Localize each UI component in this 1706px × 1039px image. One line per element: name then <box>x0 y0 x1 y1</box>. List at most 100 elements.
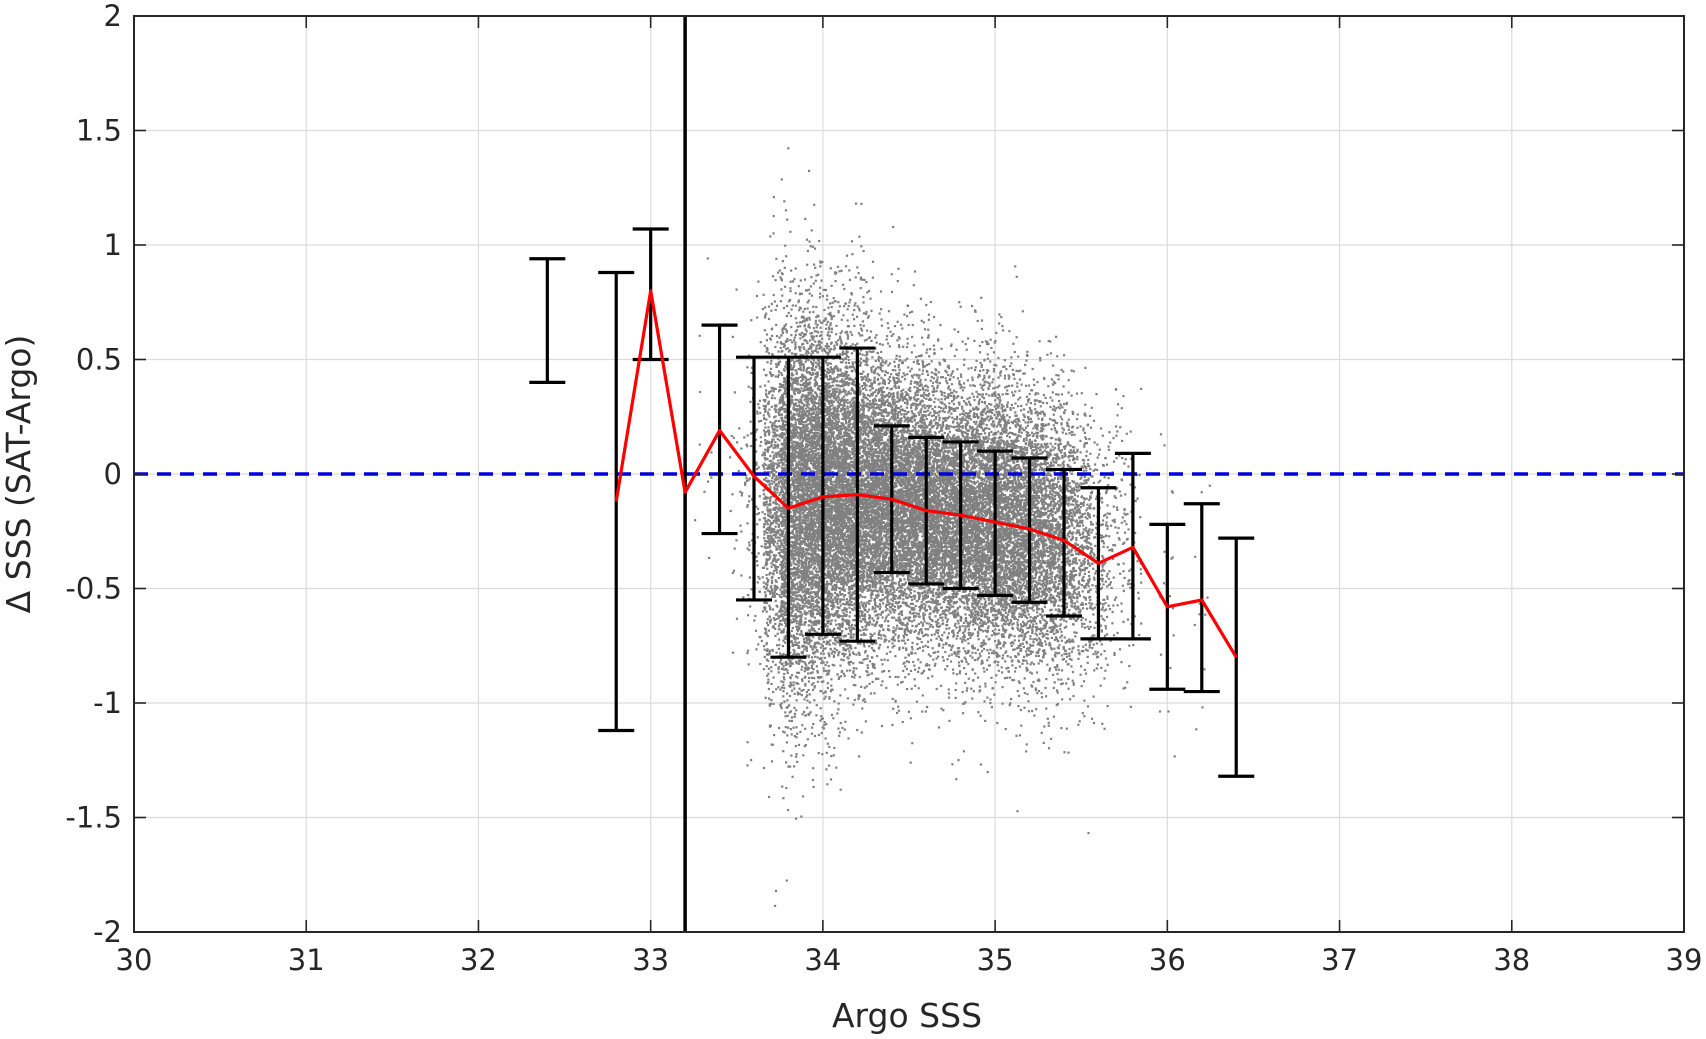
scatter-point <box>796 523 799 526</box>
scatter-point <box>780 596 783 599</box>
scatter-point <box>763 648 766 651</box>
scatter-point <box>795 540 798 543</box>
scatter-point <box>776 459 780 462</box>
scatter-point <box>766 440 769 443</box>
scatter-point <box>784 491 787 494</box>
scatter-point <box>796 491 800 495</box>
scatter-point <box>792 436 795 439</box>
scatter-point <box>776 566 779 569</box>
scatter-point <box>778 370 781 373</box>
scatter-point <box>766 480 769 483</box>
scatter-point <box>771 374 775 377</box>
scatter-point <box>805 349 808 352</box>
scatter-point <box>794 398 797 401</box>
scatter-point <box>794 413 797 416</box>
scatter-point <box>801 478 805 481</box>
scatter-point <box>770 585 773 588</box>
scatter-point <box>792 423 795 426</box>
scatter-point <box>774 889 778 893</box>
scatter-point <box>798 561 801 564</box>
scatter-point <box>792 600 795 603</box>
scatter-point <box>813 685 816 688</box>
scatter-point <box>791 399 794 402</box>
scatter-point <box>806 519 810 522</box>
scatter-point <box>772 554 775 557</box>
scatter-point <box>793 390 796 393</box>
scatter-point <box>800 623 803 626</box>
scatter-point <box>789 651 792 654</box>
scatter-point <box>809 543 812 546</box>
scatter-point <box>784 389 787 392</box>
scatter-point <box>785 304 789 308</box>
scatter-point <box>763 552 766 555</box>
scatter-point <box>780 178 783 181</box>
scatter-point <box>771 394 774 397</box>
scatter-point <box>777 518 780 521</box>
scatter-point <box>803 339 806 342</box>
scatter-point <box>778 494 781 497</box>
scatter-point <box>794 317 797 320</box>
scatter-point <box>764 439 767 442</box>
scatter-point <box>764 373 767 377</box>
scatter-point <box>790 431 793 434</box>
scatter-point <box>810 557 813 560</box>
scatter-point <box>780 457 783 460</box>
scatter-point <box>811 491 814 494</box>
scatter-point <box>809 645 813 648</box>
scatter-point <box>801 665 804 668</box>
scatter-point <box>779 399 783 402</box>
scatter-point <box>806 539 810 542</box>
scatter-point <box>809 245 812 248</box>
scatter-point <box>778 360 782 363</box>
scatter-point <box>781 563 784 566</box>
scatter-point <box>779 588 782 591</box>
scatter-point <box>780 514 783 517</box>
scatter-point <box>783 266 786 269</box>
scatter-point <box>775 580 778 583</box>
scatter-point <box>769 496 772 499</box>
scatter-point <box>783 641 787 644</box>
scatter-point <box>797 564 800 567</box>
scatter-point <box>778 386 781 389</box>
scatter-point <box>795 567 798 570</box>
scatter-point <box>812 365 815 368</box>
scatter-point <box>783 420 786 423</box>
scatter-point <box>769 549 772 552</box>
scatter-point <box>783 453 787 456</box>
scatter-point <box>793 522 796 525</box>
scatter-point <box>830 652 833 655</box>
scatter-point <box>780 554 783 558</box>
scatter-point <box>810 732 814 735</box>
scatter-point <box>784 442 787 446</box>
scatter-point <box>795 531 798 534</box>
scatter-point <box>793 715 796 718</box>
scatter-point <box>792 605 795 608</box>
scatter-point <box>792 684 795 687</box>
scatter-point <box>791 529 794 532</box>
scatter-point <box>780 461 783 464</box>
scatter-point <box>796 629 800 632</box>
scatter-point <box>777 625 780 628</box>
scatter-point <box>803 448 806 452</box>
scatter-point <box>789 765 792 768</box>
scatter-point <box>793 687 796 690</box>
scatter-point <box>772 472 775 476</box>
scatter-point <box>782 368 785 371</box>
scatter-point <box>763 462 766 465</box>
scatter-point <box>797 376 800 380</box>
scatter-point <box>767 430 771 433</box>
scatter-point <box>771 451 774 454</box>
scatter-point <box>763 316 767 319</box>
scatter-point <box>792 726 795 729</box>
scatter-point <box>774 502 777 505</box>
scatter-point <box>789 572 792 575</box>
scatter-point <box>768 445 771 449</box>
scatter-point <box>807 323 810 326</box>
scatter-point <box>779 459 782 462</box>
scatter-point <box>777 576 780 580</box>
scatter-point <box>785 618 788 621</box>
scatter-point <box>792 456 795 459</box>
scatter-point <box>784 619 787 622</box>
scatter-point <box>795 443 798 446</box>
scatter-point <box>789 564 792 567</box>
